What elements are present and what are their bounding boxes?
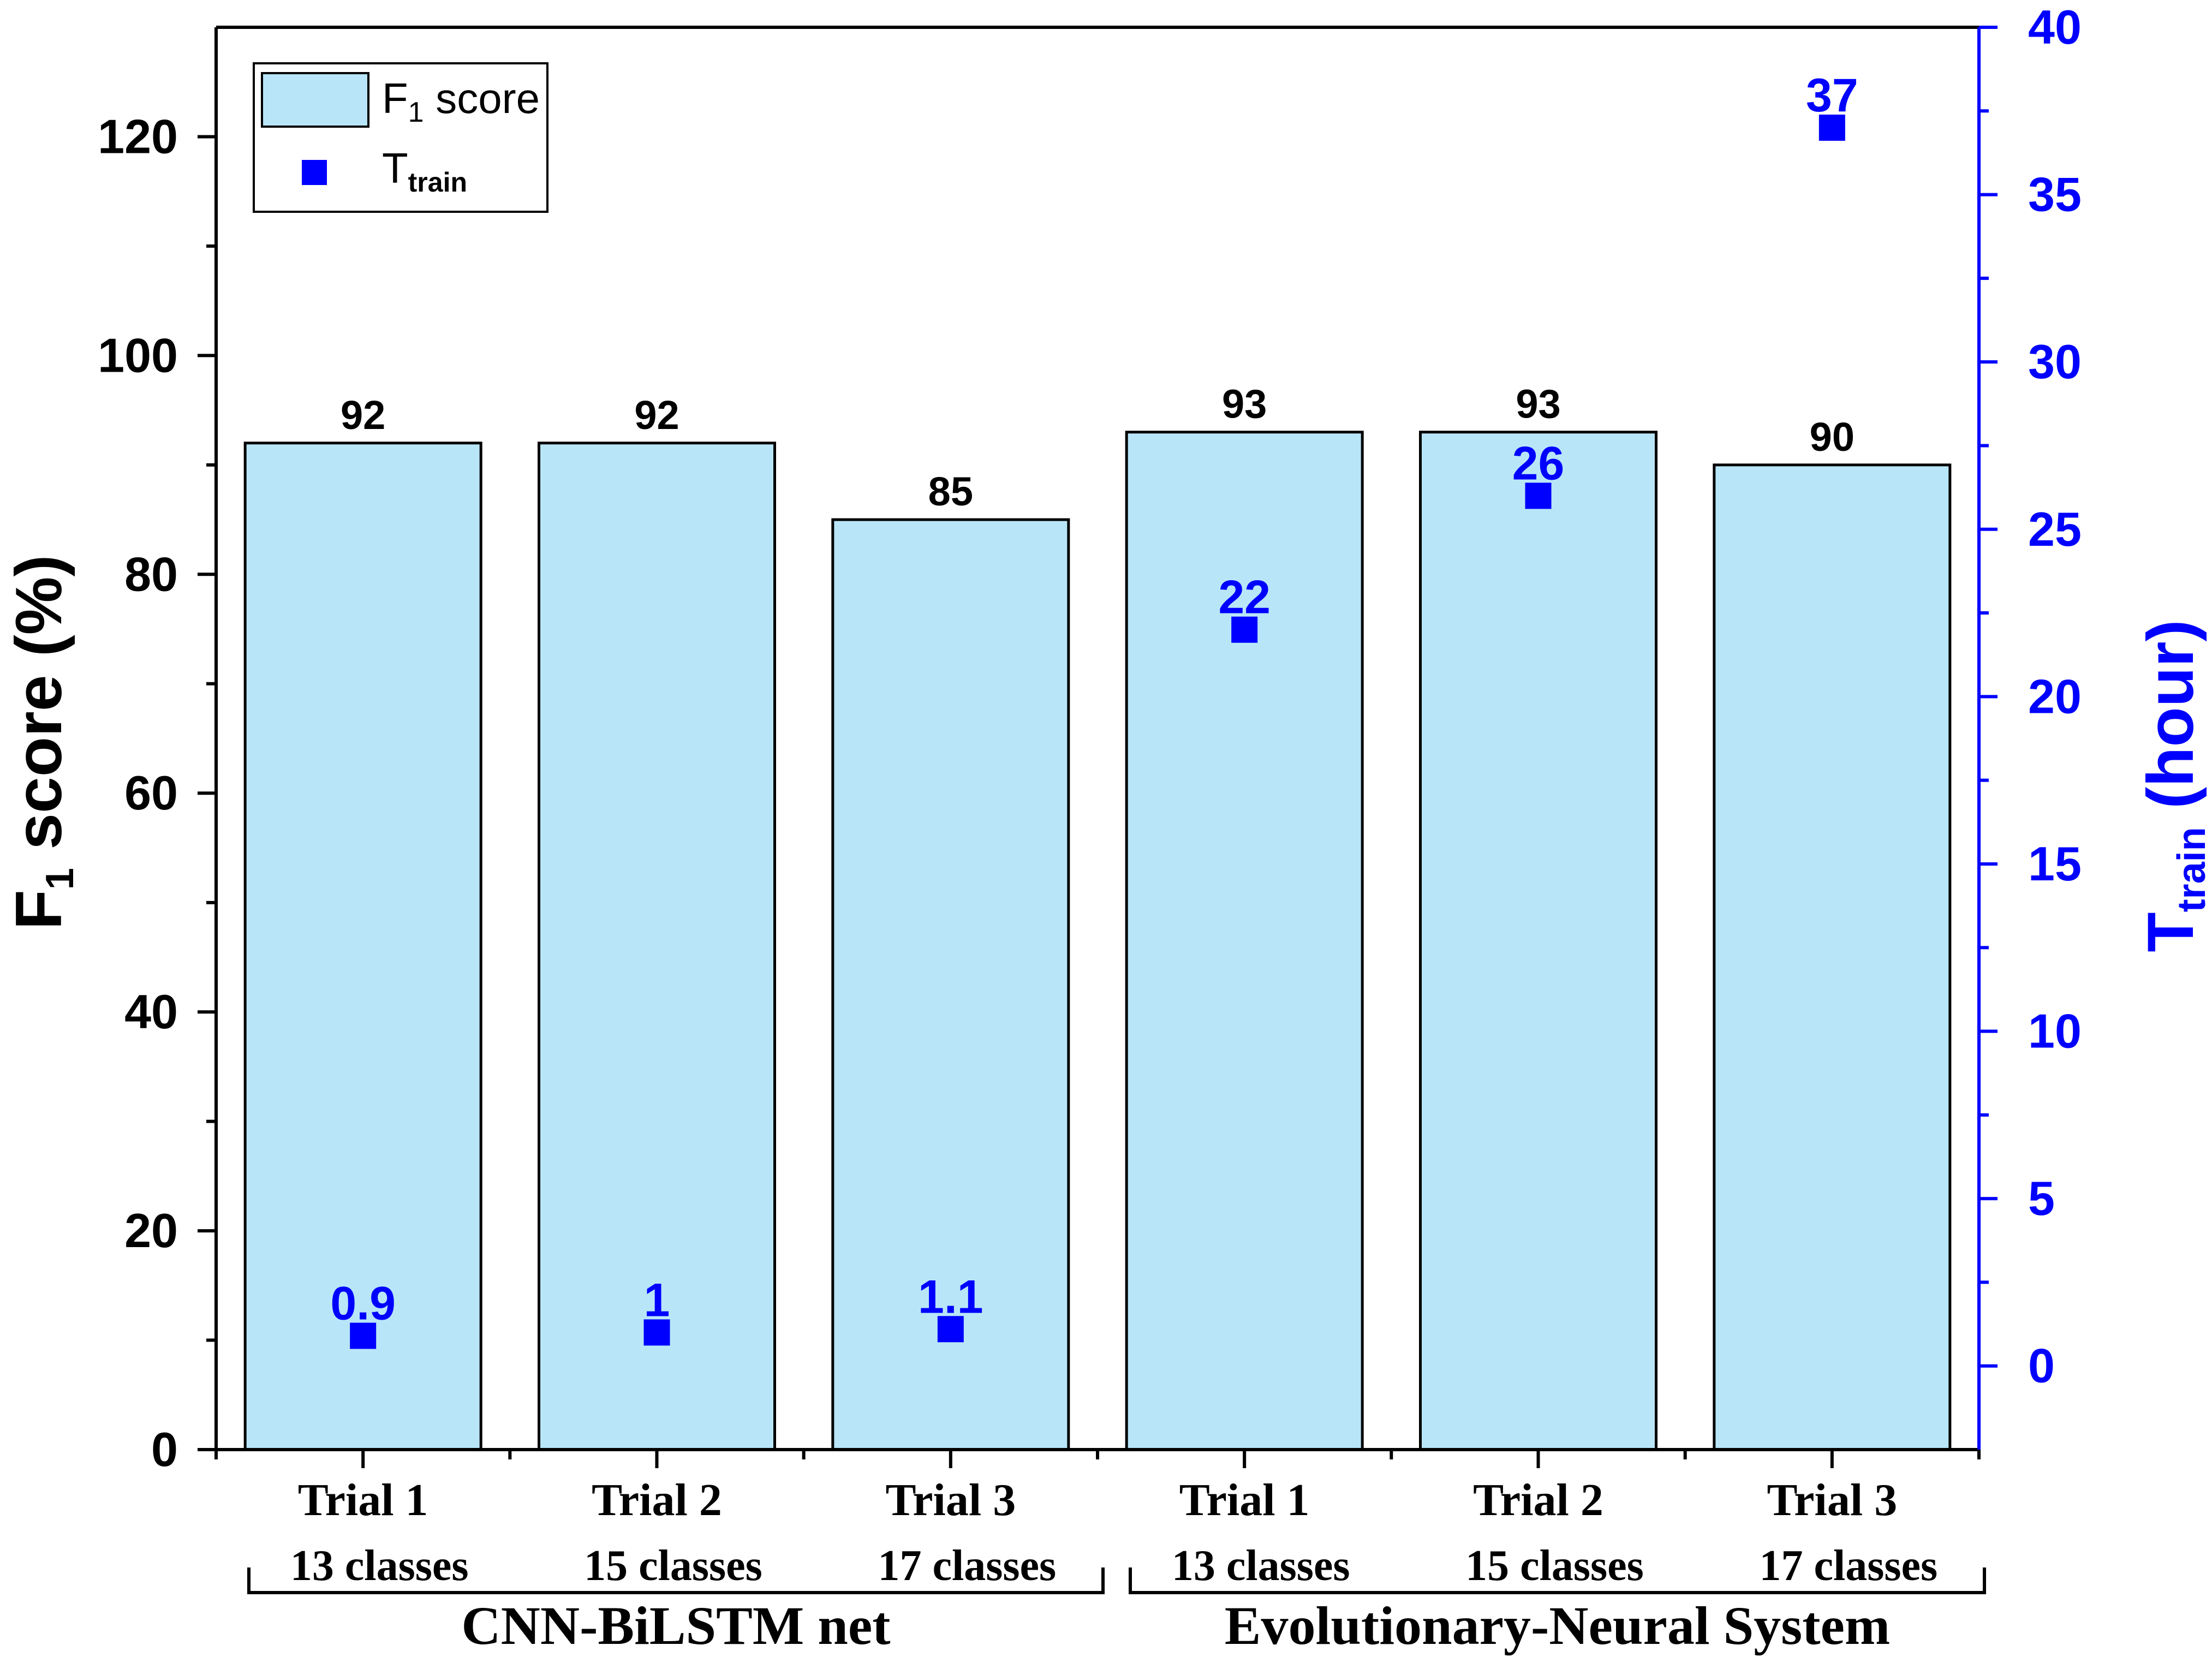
group-bracket	[247, 1567, 1105, 1594]
category-trial-label: Trial 1	[298, 1475, 428, 1525]
bar-value-label: 85	[928, 469, 973, 514]
right-tick-label: 15	[2028, 837, 2082, 891]
category-classes-label: 17 classes	[878, 1542, 1057, 1590]
bar-value-label: 93	[1516, 382, 1560, 427]
left-tick-label: 0	[151, 1422, 178, 1476]
right-tick-label: 35	[2028, 168, 2082, 222]
right-tick-label: 40	[2028, 0, 2082, 54]
group-label: CNN-BiLSTM net	[461, 1595, 890, 1656]
legend-ttrain-label: Ttrain	[382, 144, 467, 198]
category-trial-label: Trial 2	[592, 1475, 722, 1525]
right-tick-label: 20	[2028, 669, 2082, 723]
right-tick-label: 10	[2028, 1004, 2082, 1058]
train-time-point	[937, 1316, 964, 1343]
left-tick-label: 80	[124, 547, 178, 601]
legend: F1 score Ttrain	[253, 62, 548, 213]
legend-point-swatch	[302, 160, 327, 185]
category-trial-label: Trial 2	[1473, 1475, 1603, 1525]
train-time-point	[643, 1319, 670, 1346]
train-time-point	[350, 1322, 377, 1349]
train-time-label: 1.1	[918, 1271, 983, 1323]
right-tick-label: 0	[2028, 1339, 2055, 1393]
category-trial-label: Trial 3	[1767, 1475, 1897, 1525]
left-tick-label: 120	[98, 109, 178, 163]
right-tick-label: 30	[2028, 335, 2082, 389]
right-tick-label: 25	[2028, 502, 2082, 556]
bar-value-label: 93	[1222, 382, 1267, 427]
train-time-label: 26	[1512, 437, 1565, 490]
bar	[1125, 431, 1364, 1451]
right-axis-title: Ttrain (hour)	[2134, 619, 2212, 952]
legend-f1-label: F1 score	[382, 74, 540, 128]
category-classes-label: 15 classes	[584, 1542, 762, 1590]
right-tick-label: 5	[2028, 1171, 2055, 1225]
left-tick-label: 40	[124, 985, 178, 1039]
bar	[243, 442, 482, 1451]
category-trial-label: Trial 3	[885, 1475, 1016, 1525]
left-axis-title: F1 score (%)	[2, 555, 82, 930]
bar	[1713, 463, 1952, 1451]
category-trial-label: Trial 1	[1179, 1475, 1310, 1525]
train-time-label: 0.9	[330, 1278, 396, 1330]
bar-value-label: 92	[634, 392, 679, 438]
bar	[538, 442, 776, 1451]
train-time-point	[1525, 482, 1552, 509]
train-time-point	[1231, 616, 1258, 643]
category-classes-label: 17 classes	[1760, 1542, 1938, 1590]
left-tick-label: 20	[124, 1203, 178, 1257]
category-classes-label: 13 classes	[1172, 1542, 1350, 1590]
train-time-label: 22	[1218, 571, 1271, 624]
train-time-label: 1	[644, 1274, 670, 1326]
category-classes-label: 13 classes	[290, 1542, 469, 1590]
left-tick-label: 60	[124, 766, 178, 820]
bar	[1419, 431, 1657, 1451]
train-time-label: 37	[1806, 69, 1858, 122]
bar	[831, 518, 1070, 1451]
legend-bar-swatch	[261, 72, 369, 128]
bar-value-label: 90	[1810, 414, 1855, 460]
train-time-point	[1819, 114, 1845, 141]
category-classes-label: 15 classes	[1465, 1542, 1644, 1590]
group-bracket	[1129, 1567, 1986, 1594]
left-tick-label: 100	[98, 328, 178, 382]
group-label: Evolutionary-Neural System	[1225, 1595, 1890, 1656]
bar-value-label: 92	[341, 392, 385, 438]
